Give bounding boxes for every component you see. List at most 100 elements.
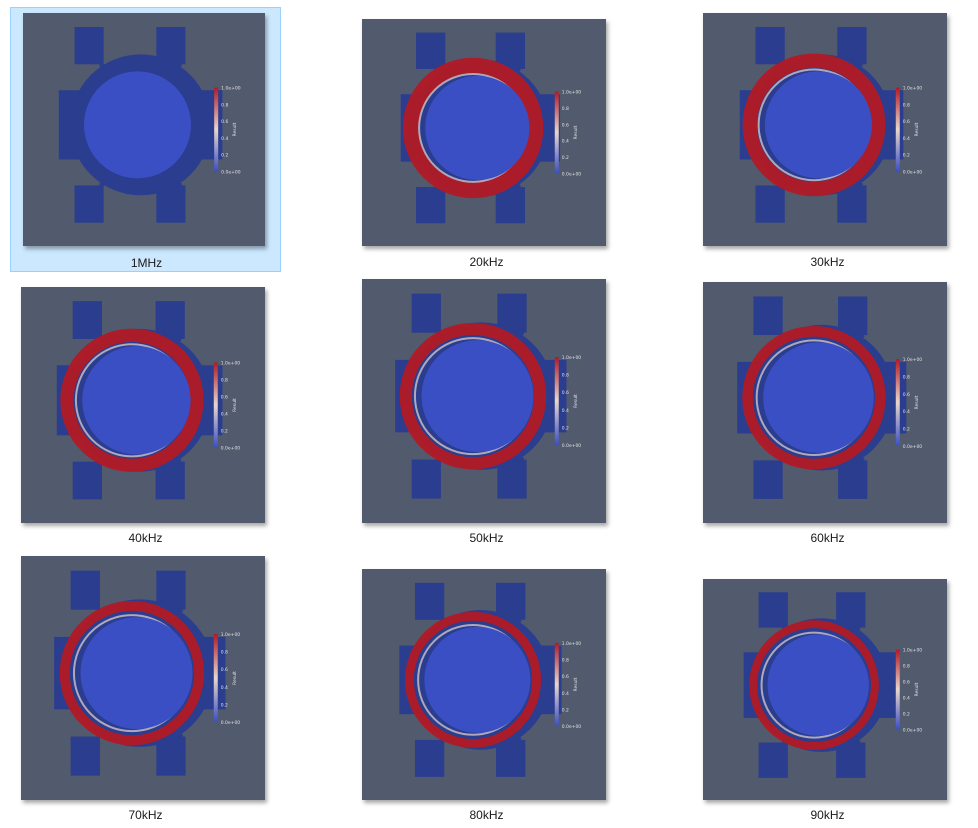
file-name-label: 50kHz xyxy=(469,531,504,545)
svg-text:1.0e+00: 1.0e+00 xyxy=(562,90,582,96)
svg-text:0.0e+00: 0.0e+00 xyxy=(903,727,923,733)
thumbnail-image: 1.0e+00 0.8 0.6 0.4 0.2 0.0e+00 Result xyxy=(21,287,265,523)
svg-text:Result: Result xyxy=(573,677,579,691)
svg-text:0.6: 0.6 xyxy=(903,392,910,398)
file-name-label: 1MHz xyxy=(130,256,163,270)
svg-text:0.8: 0.8 xyxy=(221,102,228,108)
svg-text:Result: Result xyxy=(914,395,920,409)
thumbnail-image: 1.0e+00 0.8 0.6 0.4 0.2 0.0e+00 Result xyxy=(703,282,947,523)
thumbnail-image: 1.0e+00 0.8 0.6 0.4 0.2 0.0e+00 Result xyxy=(703,13,947,246)
svg-text:0.4: 0.4 xyxy=(221,136,228,142)
svg-text:0.0e+00: 0.0e+00 xyxy=(562,443,582,449)
svg-text:0.2: 0.2 xyxy=(562,707,569,713)
svg-text:Result: Result xyxy=(914,682,920,696)
svg-text:0.2: 0.2 xyxy=(903,711,910,717)
svg-text:0.0e+00: 0.0e+00 xyxy=(562,724,582,730)
file-name-label: 70kHz xyxy=(128,808,163,822)
svg-text:Result: Result xyxy=(573,125,579,139)
svg-text:0.8: 0.8 xyxy=(221,650,228,656)
svg-text:0.8: 0.8 xyxy=(903,102,910,108)
file-name-label: 60kHz xyxy=(810,531,845,545)
svg-text:0.6: 0.6 xyxy=(562,122,569,128)
file-name-label: 30kHz xyxy=(810,255,845,269)
svg-text:0.6: 0.6 xyxy=(562,390,569,396)
svg-text:0.4: 0.4 xyxy=(903,409,910,415)
svg-text:Result: Result xyxy=(232,398,238,412)
file-name-label: 40kHz xyxy=(128,531,163,545)
svg-text:1.0e+00: 1.0e+00 xyxy=(903,648,923,654)
file-item[interactable]: 1.0e+00 0.8 0.6 0.4 0.2 0.0e+00 Result 20kHz xyxy=(351,7,622,272)
file-name-label: 80kHz xyxy=(469,808,504,822)
svg-text:0.4: 0.4 xyxy=(562,139,569,145)
thumbnail-image: 1.0e+00 0.8 0.6 0.4 0.2 0.0e+00 Result xyxy=(362,569,606,800)
svg-text:0.2: 0.2 xyxy=(903,427,910,433)
svg-text:0.0e+00: 0.0e+00 xyxy=(562,171,582,177)
svg-text:Result: Result xyxy=(232,671,238,685)
svg-text:0.0e+00: 0.0e+00 xyxy=(903,444,923,450)
svg-text:0.2: 0.2 xyxy=(562,425,569,431)
svg-text:0.2: 0.2 xyxy=(221,428,228,434)
svg-text:1.0e+00: 1.0e+00 xyxy=(562,355,582,361)
file-name-label: 20kHz xyxy=(469,255,504,269)
svg-text:0.8: 0.8 xyxy=(221,378,228,384)
file-item[interactable]: 1.0e+00 0.8 0.6 0.4 0.2 0.0e+00 Result 50kHz xyxy=(351,279,622,547)
svg-text:0.0e+00: 0.0e+00 xyxy=(221,445,241,451)
simulation-plot: 1.0e+00 0.8 0.6 0.4 0.2 0.0e+00 Result xyxy=(400,32,582,224)
svg-text:0.6: 0.6 xyxy=(903,119,910,125)
svg-text:0.0e+00: 0.0e+00 xyxy=(221,720,241,726)
file-item[interactable]: 1.0e+00 0.8 0.6 0.4 0.2 0.0e+00 Result 30kHz xyxy=(692,7,963,272)
svg-text:0.4: 0.4 xyxy=(903,695,910,701)
simulation-plot: 1.0e+00 0.8 0.6 0.4 0.2 0.0e+00 Result xyxy=(399,582,582,777)
svg-text:1.0e+00: 1.0e+00 xyxy=(221,361,241,367)
svg-text:0.4: 0.4 xyxy=(903,136,910,142)
svg-text:1.0e+00: 1.0e+00 xyxy=(903,86,923,92)
svg-text:0.8: 0.8 xyxy=(903,374,910,380)
simulation-plot: 1.0e+00 0.8 0.6 0.4 0.2 0.0e+00 Result xyxy=(395,293,582,499)
svg-text:0.0e+00: 0.0e+00 xyxy=(221,169,241,175)
svg-text:0.6: 0.6 xyxy=(221,119,228,125)
simulation-plot: 1.0e+00 0.8 0.6 0.4 0.2 0.0e+00 Result xyxy=(743,592,923,778)
file-item[interactable]: 1.0e+00 0.8 0.6 0.4 0.2 0.0e+00 Result 60kHz xyxy=(692,282,963,547)
simulation-plot: 1.0e+00 0.8 0.6 0.4 0.2 0.0e+00 Result xyxy=(54,570,241,776)
thumbnail-image: 1.0e+00 0.8 0.6 0.4 0.2 0.0e+00 Result xyxy=(21,556,265,800)
svg-text:0.6: 0.6 xyxy=(221,395,228,401)
svg-text:0.4: 0.4 xyxy=(562,691,569,697)
svg-text:Result: Result xyxy=(232,122,238,136)
svg-text:1.0e+00: 1.0e+00 xyxy=(221,86,241,92)
svg-text:0.2: 0.2 xyxy=(903,153,910,159)
svg-text:0.2: 0.2 xyxy=(221,702,228,708)
svg-text:0.8: 0.8 xyxy=(562,106,569,112)
thumbnail-image: 1.0e+00 0.8 0.6 0.4 0.2 0.0e+00 Result xyxy=(362,19,606,246)
simulation-plot: 1.0e+00 0.8 0.6 0.4 0.2 0.0e+00 Result xyxy=(739,26,923,223)
svg-text:0.4: 0.4 xyxy=(221,685,228,691)
simulation-plot: 1.0e+00 0.8 0.6 0.4 0.2 0.0e+00 Result xyxy=(737,296,923,499)
file-item[interactable]: 1.0e+00 0.8 0.6 0.4 0.2 0.0e+00 Result 1MHz xyxy=(10,7,281,272)
svg-text:0.4: 0.4 xyxy=(562,408,569,414)
thumbnail-image: 1.0e+00 0.8 0.6 0.4 0.2 0.0e+00 Result xyxy=(362,279,606,523)
simulation-plot: 1.0e+00 0.8 0.6 0.4 0.2 0.0e+00 Result xyxy=(56,301,241,500)
file-item[interactable]: 1.0e+00 0.8 0.6 0.4 0.2 0.0e+00 Result 70kHz xyxy=(10,556,281,825)
file-item[interactable]: 1.0e+00 0.8 0.6 0.4 0.2 0.0e+00 Result 80kHz xyxy=(351,557,622,825)
svg-text:0.2: 0.2 xyxy=(562,155,569,161)
svg-text:Result: Result xyxy=(573,394,579,408)
svg-text:0.8: 0.8 xyxy=(562,373,569,379)
thumbnail-image: 1.0e+00 0.8 0.6 0.4 0.2 0.0e+00 Result xyxy=(703,579,947,800)
file-name-label: 90kHz xyxy=(810,808,845,822)
file-item[interactable]: 1.0e+00 0.8 0.6 0.4 0.2 0.0e+00 Result 40kHz xyxy=(10,282,281,547)
svg-text:0.8: 0.8 xyxy=(562,658,569,664)
svg-text:0.2: 0.2 xyxy=(221,153,228,159)
svg-text:1.0e+00: 1.0e+00 xyxy=(903,357,923,363)
svg-text:0.8: 0.8 xyxy=(903,664,910,670)
svg-text:0.4: 0.4 xyxy=(221,411,228,417)
file-item[interactable]: 1.0e+00 0.8 0.6 0.4 0.2 0.0e+00 Result 90kHz xyxy=(692,557,963,825)
svg-text:0.0e+00: 0.0e+00 xyxy=(903,169,923,175)
svg-text:1.0e+00: 1.0e+00 xyxy=(562,641,582,647)
svg-text:0.6: 0.6 xyxy=(903,680,910,686)
thumbnail-image: 1.0e+00 0.8 0.6 0.4 0.2 0.0e+00 Result xyxy=(23,13,265,246)
simulation-plot: 1.0e+00 0.8 0.6 0.4 0.2 0.0e+00 Result xyxy=(58,26,241,223)
svg-text:0.6: 0.6 xyxy=(221,667,228,673)
svg-text:Result: Result xyxy=(914,122,920,136)
svg-text:0.6: 0.6 xyxy=(562,674,569,680)
svg-text:1.0e+00: 1.0e+00 xyxy=(221,632,241,638)
